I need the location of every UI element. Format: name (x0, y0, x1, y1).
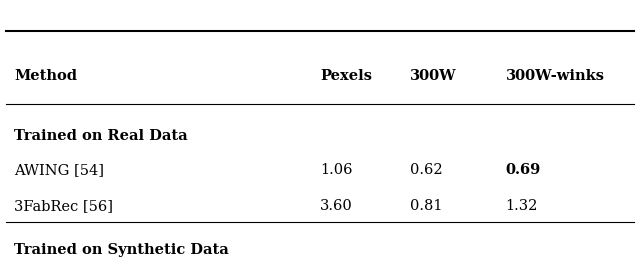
Text: 3FabRec [56]: 3FabRec [56] (14, 199, 113, 213)
Text: AWING [54]: AWING [54] (14, 163, 104, 177)
Text: 1.06: 1.06 (320, 163, 353, 177)
Text: 0.62: 0.62 (410, 163, 442, 177)
Text: 0.69: 0.69 (506, 163, 541, 177)
Text: 300W: 300W (410, 69, 456, 83)
Text: Method: Method (14, 69, 77, 83)
Text: 300W-winks: 300W-winks (506, 69, 605, 83)
Text: Trained on Synthetic Data: Trained on Synthetic Data (14, 243, 229, 257)
Text: Pexels: Pexels (320, 69, 372, 83)
Text: 0.81: 0.81 (410, 199, 442, 213)
Text: 1.32: 1.32 (506, 199, 538, 213)
Text: Trained on Real Data: Trained on Real Data (14, 128, 188, 142)
Text: 3.60: 3.60 (320, 199, 353, 213)
